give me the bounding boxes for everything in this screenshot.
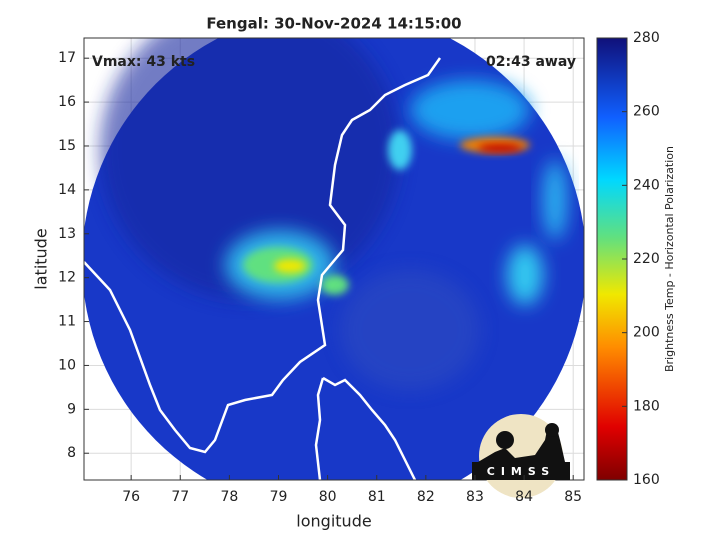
x-tick-label: 85 <box>564 489 582 505</box>
y-tick-label: 13 <box>58 226 76 242</box>
x-tick-label: 76 <box>122 489 140 505</box>
x-tick-label: 81 <box>368 489 386 505</box>
colorbar-tick-label: 260 <box>633 104 660 120</box>
y-tick-label: 10 <box>58 357 76 373</box>
colorbar-tick-label: 240 <box>633 177 660 193</box>
y-tick-label: 17 <box>58 50 76 66</box>
x-tick-label: 79 <box>270 489 288 505</box>
x-tick-label: 78 <box>220 489 238 505</box>
y-tick-label: 16 <box>58 94 76 110</box>
y-tick-label: 8 <box>67 445 76 461</box>
x-tick-label: 80 <box>319 489 337 505</box>
annotation: 02:43 away <box>486 54 576 70</box>
x-tick-label: 77 <box>171 489 189 505</box>
logo: CIMSS <box>472 414 570 498</box>
logo-text: CIMSS <box>487 465 555 478</box>
y-tick-label: 11 <box>58 314 76 330</box>
y-tick-label: 14 <box>58 182 76 198</box>
colorbar-label: Brightness Temp - Horizontal Polarizatio… <box>663 146 676 372</box>
colorbar-tick-label: 280 <box>633 30 660 46</box>
y-tick-label: 12 <box>58 270 76 286</box>
x-axis-label: longitude <box>296 512 371 531</box>
colorbar-tick-label: 180 <box>633 398 660 414</box>
chart-title: Fengal: 30-Nov-2024 14:15:00 <box>206 15 461 33</box>
y-tick-label: 15 <box>58 138 76 154</box>
imagery <box>84 38 584 480</box>
x-tick-label: 83 <box>466 489 484 505</box>
colorbar-tick-label: 220 <box>633 251 660 267</box>
x-tick-label: 82 <box>417 489 435 505</box>
plot-frame <box>83 37 585 481</box>
colorbar-tick-label: 160 <box>633 472 660 488</box>
y-tick-label: 9 <box>67 401 76 417</box>
annotation: Vmax: 43 kts <box>92 54 195 70</box>
x-tick-label: 84 <box>515 489 533 505</box>
y-axis-label: latitude <box>32 228 51 289</box>
colorbar-tick-label: 200 <box>633 325 660 341</box>
